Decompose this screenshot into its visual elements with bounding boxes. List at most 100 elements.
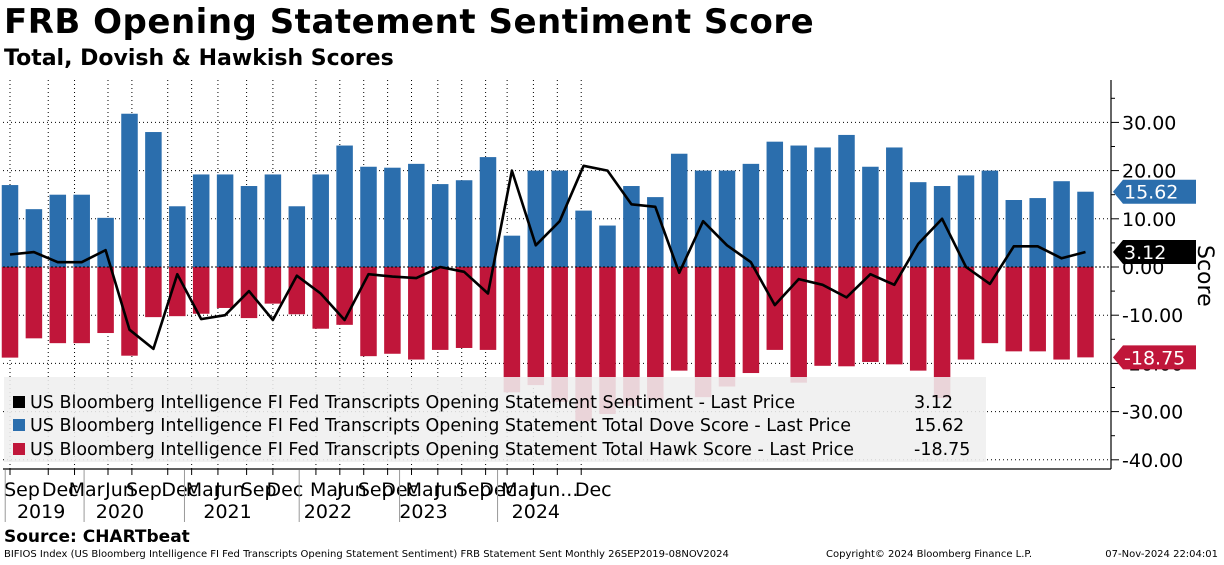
last-hawk-tag xyxy=(1113,345,1196,370)
dove-bar xyxy=(1005,200,1023,267)
y-tick-label: -30.00 xyxy=(1122,402,1183,424)
x-tick-label: Jun xyxy=(530,479,561,501)
year-label: 2024 xyxy=(512,501,560,523)
hawk-bar xyxy=(1053,267,1070,360)
dove-bar xyxy=(766,141,784,267)
footer-description: BIFIOS Index (US Bloomberg Intelligence … xyxy=(4,549,729,560)
dove-bar xyxy=(264,174,282,267)
year-label: 2019 xyxy=(17,501,65,523)
last-dove-tag xyxy=(1113,179,1196,204)
dove-bar xyxy=(288,206,306,267)
y-tick-label: 10.00 xyxy=(1122,209,1176,231)
dove-bar xyxy=(909,182,927,267)
dove-bar xyxy=(145,132,162,267)
x-tick-label: Sep xyxy=(358,479,394,501)
dove-bar xyxy=(981,170,999,267)
hawk-bar xyxy=(1005,267,1023,352)
dove-bar xyxy=(73,194,90,267)
dove-bar xyxy=(1053,181,1070,267)
last-hawk-text: -18.75 xyxy=(1124,347,1185,369)
last-price-labels: 15.62 3.12 -18.75 xyxy=(1113,179,1196,370)
y-tick-label: 20.00 xyxy=(1122,161,1176,183)
hawk-bar xyxy=(384,267,401,354)
dove-bar xyxy=(718,170,736,267)
legend-swatch-dove xyxy=(13,419,25,431)
hawk-bar xyxy=(1077,267,1094,358)
dove-bar xyxy=(862,166,879,267)
hawk-bar xyxy=(766,267,784,350)
dove-bar xyxy=(1,185,19,267)
legend-swatch-sentiment xyxy=(13,396,25,408)
dove-bar xyxy=(957,175,975,267)
dove-bar xyxy=(503,235,521,267)
dove-bar xyxy=(216,174,234,267)
chart-subtitle: Total, Dovish & Hawkish Scores xyxy=(4,46,394,71)
hawk-bar xyxy=(97,267,114,334)
dove-bar xyxy=(886,147,903,267)
dove-bar xyxy=(1077,191,1094,267)
y-tick-label: -40.00 xyxy=(1122,450,1183,472)
hawk-bar xyxy=(1,267,19,358)
dove-bar xyxy=(192,174,210,267)
x-tick-label: Mar xyxy=(69,479,105,501)
hawk-bar xyxy=(408,267,425,360)
sentiment-line xyxy=(9,164,1086,351)
legend-background xyxy=(4,377,986,462)
y-tick-label: 30.00 xyxy=(1122,112,1176,134)
footer-copyright: Copyright© 2024 Bloomberg Finance L.P. xyxy=(826,549,1033,560)
legend-label-hawk: US Bloomberg Intelligence FI Fed Transcr… xyxy=(30,440,854,460)
legend: US Bloomberg Intelligence FI Fed Transcr… xyxy=(4,377,986,462)
legend-swatch-hawk xyxy=(13,443,25,455)
hawk-bar xyxy=(1029,267,1046,352)
hawk-bar xyxy=(814,267,831,366)
dove-bar xyxy=(455,180,473,267)
x-tick-label: Dec xyxy=(575,479,612,501)
x-tick-label: ... xyxy=(560,479,578,501)
last-dove-text: 15.62 xyxy=(1124,182,1178,204)
dove-bar xyxy=(97,217,114,267)
dove-bar xyxy=(336,145,353,267)
y-axis: 30.0020.0010.000.00-10.00-20.00-30.00-40… xyxy=(1110,80,1183,472)
y-tick-label: -10.00 xyxy=(1122,305,1183,327)
dove-bar xyxy=(527,170,545,267)
hawk-bar xyxy=(933,267,951,399)
hawk-bar xyxy=(838,267,855,367)
hawk-bar xyxy=(886,267,903,365)
hawk-bar xyxy=(25,267,43,339)
dove-bar xyxy=(240,186,258,267)
dove-bar xyxy=(575,210,592,267)
year-label: 2022 xyxy=(304,501,352,523)
hawk-bar xyxy=(742,267,760,374)
footer-timestamp: 07-Nov-2024 22:04:01 xyxy=(1105,549,1218,560)
dove-bar xyxy=(25,209,43,267)
hawk-bar xyxy=(49,267,67,344)
hawk-bar xyxy=(862,267,879,362)
year-label: 2021 xyxy=(203,501,251,523)
hawk-bar xyxy=(718,267,736,387)
hawk-bar xyxy=(670,267,688,371)
x-tick-label: Dec xyxy=(42,479,79,501)
x-tick-label: Jun xyxy=(336,479,367,501)
legend-label-dove: US Bloomberg Intelligence FI Fed Transcr… xyxy=(30,416,851,436)
x-tick-label: Dec xyxy=(267,479,304,501)
x-tick-label: Sep xyxy=(241,479,277,501)
dove-bar xyxy=(742,163,760,267)
dove-bar xyxy=(933,186,951,267)
x-tick-label: Mar xyxy=(406,479,442,501)
year-label: 2020 xyxy=(96,501,144,523)
last-sentiment-text: 3.12 xyxy=(1124,242,1166,264)
dove-bar xyxy=(694,170,712,267)
dove-bar xyxy=(49,194,67,267)
last-sentiment-tag xyxy=(1113,239,1196,264)
dove-bar xyxy=(838,134,855,267)
year-label: 2023 xyxy=(399,501,447,523)
x-tick-label: Jun xyxy=(104,479,135,501)
hawk-bar xyxy=(503,267,521,393)
x-tick-label: Jun xyxy=(434,479,465,501)
dove-bar xyxy=(121,113,138,267)
hawk-bar xyxy=(527,267,545,386)
dove-bar xyxy=(360,166,377,267)
legend-value-dove: 15.62 xyxy=(914,416,964,436)
hawk-bar xyxy=(73,267,90,344)
